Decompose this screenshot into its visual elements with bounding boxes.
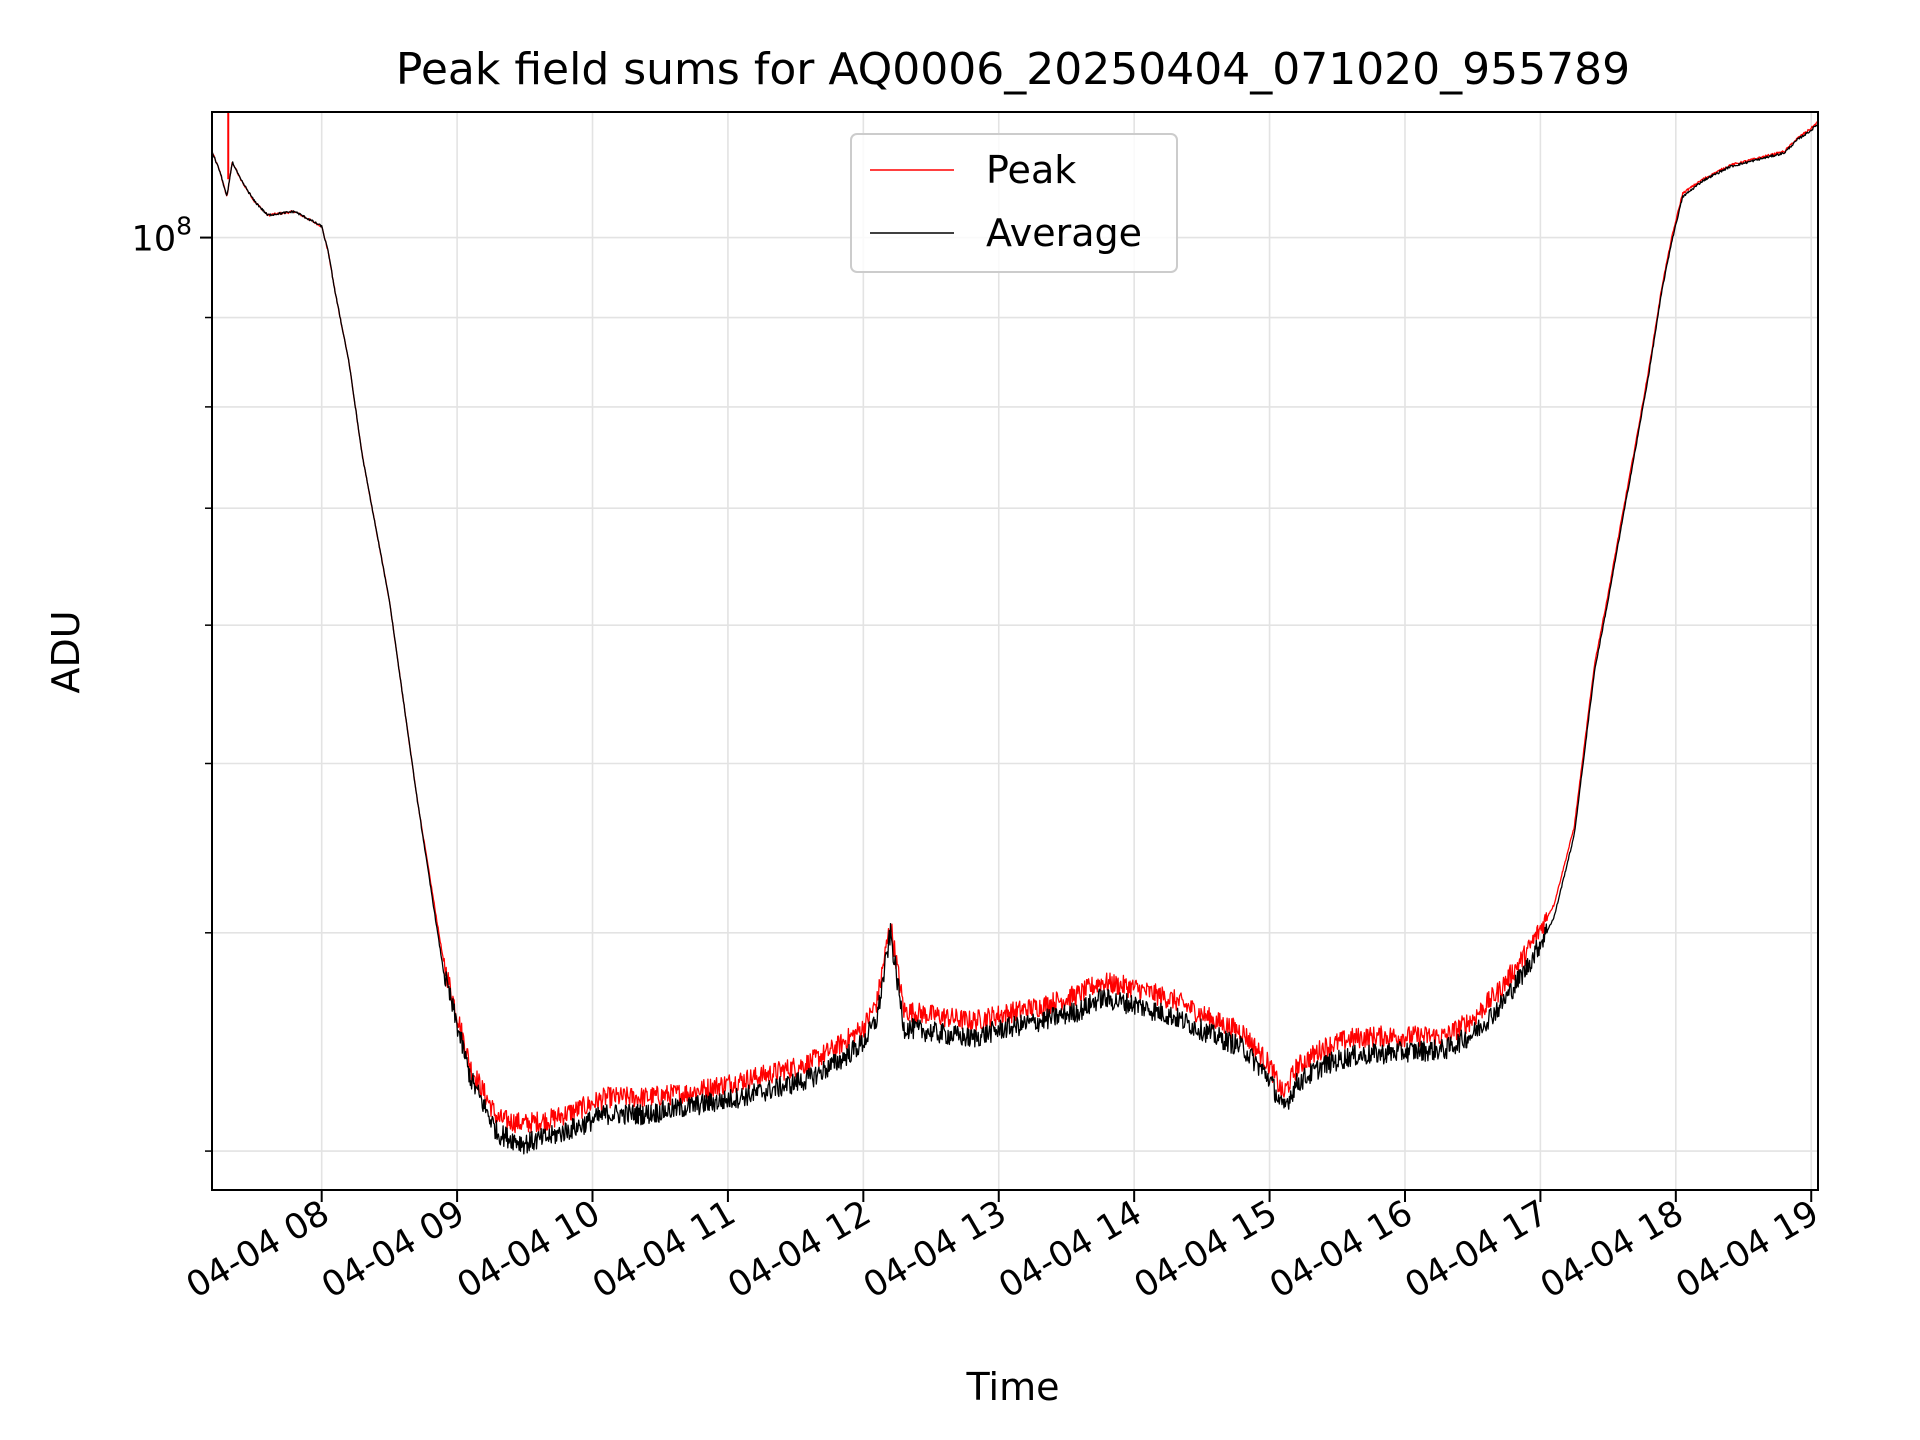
legend-label-average: Average (986, 211, 1142, 255)
y-axis: 108 (132, 212, 212, 1152)
y-tick-label: 108 (132, 212, 192, 260)
legend-label-peak: Peak (986, 148, 1076, 192)
legend: Peak Average (850, 133, 1178, 273)
plot-frame (211, 111, 1819, 1191)
plot-area (211, 111, 1819, 1191)
legend-box (850, 133, 1178, 273)
y-axis-label: ADU (44, 610, 88, 693)
series-line-average (211, 123, 1819, 1155)
x-axis-label: Time (966, 1365, 1060, 1409)
series-layer (211, 112, 1819, 1155)
series-line-peak (211, 120, 1819, 1134)
y-gridlines (212, 236, 1818, 1152)
x-gridlines (320, 112, 1813, 1190)
plot-background (212, 112, 1818, 1190)
chart-title: Peak field sums for AQ0006_20250404_0710… (396, 44, 1630, 95)
